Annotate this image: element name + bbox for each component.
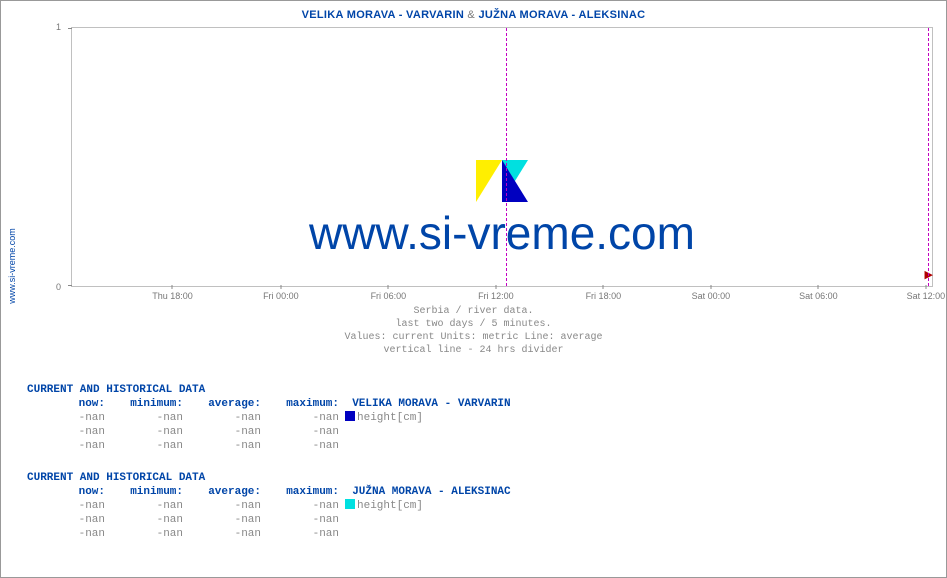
column-header: maximum: bbox=[261, 397, 339, 411]
cell-value: -nan bbox=[261, 513, 339, 527]
column-header: average: bbox=[183, 397, 261, 411]
caption-line: vertical line - 24 hrs divider bbox=[1, 345, 946, 356]
logo-icon bbox=[476, 160, 528, 202]
cell-value: -nan bbox=[183, 425, 261, 439]
series-marker-icon bbox=[345, 411, 355, 421]
ytick-mark bbox=[68, 285, 72, 286]
cell-value: -nan bbox=[105, 527, 183, 541]
cell-value: -nan bbox=[105, 411, 183, 425]
title-ampersand: & bbox=[464, 9, 478, 21]
cell-value: -nan bbox=[261, 499, 339, 513]
cell-value: -nan bbox=[27, 527, 105, 541]
table-header: CURRENT AND HISTORICAL DATA bbox=[27, 383, 511, 397]
chart-frame: www.si-vreme.com VELIKA MORAVA - VARVARI… bbox=[0, 0, 947, 578]
cell-value: -nan bbox=[27, 411, 105, 425]
table-header: CURRENT AND HISTORICAL DATA bbox=[27, 471, 511, 485]
cell-value: -nan bbox=[261, 439, 339, 453]
data-table-2: CURRENT AND HISTORICAL DATAnow:minimum:a… bbox=[27, 471, 511, 541]
cell-value: -nan bbox=[261, 527, 339, 541]
column-header: average: bbox=[183, 485, 261, 499]
column-header: maximum: bbox=[261, 485, 339, 499]
ytick-1: 1 bbox=[56, 22, 61, 32]
table-row: -nan-nan-nan-nan bbox=[27, 527, 511, 541]
cell-value: -nan bbox=[27, 499, 105, 513]
xtick-label: Fri 18:00 bbox=[586, 291, 622, 301]
xtick-label: Fri 12:00 bbox=[478, 291, 514, 301]
caption-line: last two days / 5 minutes. bbox=[1, 319, 946, 330]
xtick-mark bbox=[818, 285, 819, 289]
cell-value: -nan bbox=[105, 513, 183, 527]
cell-value: -nan bbox=[183, 513, 261, 527]
cell-value: -nan bbox=[183, 499, 261, 513]
cell-value: -nan bbox=[105, 439, 183, 453]
xtick-mark bbox=[603, 285, 604, 289]
series-name: JUŽNA MORAVA - ALEKSINAC bbox=[352, 486, 510, 498]
title-series-1: VELIKA MORAVA - VARVARIN bbox=[302, 9, 464, 21]
series-metric-label: height[cm] bbox=[357, 412, 423, 424]
column-header: minimum: bbox=[105, 485, 183, 499]
table-row: -nan-nan-nan-nan bbox=[27, 513, 511, 527]
cell-value: -nan bbox=[183, 411, 261, 425]
cell-value: -nan bbox=[261, 425, 339, 439]
table-columns-row: now:minimum:average:maximum: JUŽNA MORAV… bbox=[27, 485, 511, 499]
xtick-label: Sat 12:00 bbox=[907, 291, 946, 301]
watermark-text: www.si-vreme.com bbox=[72, 206, 932, 260]
xtick-mark bbox=[925, 285, 926, 289]
cell-value: -nan bbox=[183, 527, 261, 541]
column-header: minimum: bbox=[105, 397, 183, 411]
divider-line bbox=[506, 28, 507, 286]
xtick-label: Fri 00:00 bbox=[263, 291, 299, 301]
data-table-1: CURRENT AND HISTORICAL DATAnow:minimum:a… bbox=[27, 383, 511, 453]
xtick-label: Sat 00:00 bbox=[692, 291, 731, 301]
series-metric-label: height[cm] bbox=[357, 500, 423, 512]
title-series-2: JUŽNA MORAVA - ALEKSINAC bbox=[478, 9, 645, 21]
column-header: now: bbox=[27, 485, 105, 499]
cell-value: -nan bbox=[27, 513, 105, 527]
table-columns-row: now:minimum:average:maximum: VELIKA MORA… bbox=[27, 397, 511, 411]
xtick-label: Fri 06:00 bbox=[371, 291, 407, 301]
table-row: -nan-nan-nan-nanheight[cm] bbox=[27, 499, 511, 513]
xtick-mark bbox=[388, 285, 389, 289]
caption-line: Serbia / river data. bbox=[1, 306, 946, 317]
cell-value: -nan bbox=[105, 499, 183, 513]
column-header: now: bbox=[27, 397, 105, 411]
xtick-label: Sat 06:00 bbox=[799, 291, 838, 301]
xtick-mark bbox=[172, 285, 173, 289]
cell-value: -nan bbox=[27, 439, 105, 453]
cell-value: -nan bbox=[105, 425, 183, 439]
xtick-mark bbox=[495, 285, 496, 289]
table-row: -nan-nan-nan-nanheight[cm] bbox=[27, 411, 511, 425]
divider-line bbox=[928, 28, 929, 286]
chart-title: VELIKA MORAVA - VARVARIN & JUŽNA MORAVA … bbox=[1, 9, 946, 21]
x-axis-labels: Thu 18:00 Fri 00:00 Fri 06:00 Fri 12:00 Fri … bbox=[71, 291, 931, 305]
xtick-label: Thu 18:00 bbox=[152, 291, 193, 301]
caption-line: Values: current Units: metric Line: aver… bbox=[1, 332, 946, 343]
ytick-mark bbox=[68, 28, 72, 29]
series-marker-icon bbox=[345, 499, 355, 509]
series-name: VELIKA MORAVA - VARVARIN bbox=[352, 398, 510, 410]
table-row: -nan-nan-nan-nan bbox=[27, 439, 511, 453]
plot-area: 1 0 www.si-vreme.com ▶ bbox=[71, 27, 933, 287]
ytick-0: 0 bbox=[56, 282, 61, 292]
cell-value: -nan bbox=[183, 439, 261, 453]
table-row: -nan-nan-nan-nan bbox=[27, 425, 511, 439]
cell-value: -nan bbox=[261, 411, 339, 425]
xtick-mark bbox=[280, 285, 281, 289]
cell-value: -nan bbox=[27, 425, 105, 439]
xtick-mark bbox=[710, 285, 711, 289]
